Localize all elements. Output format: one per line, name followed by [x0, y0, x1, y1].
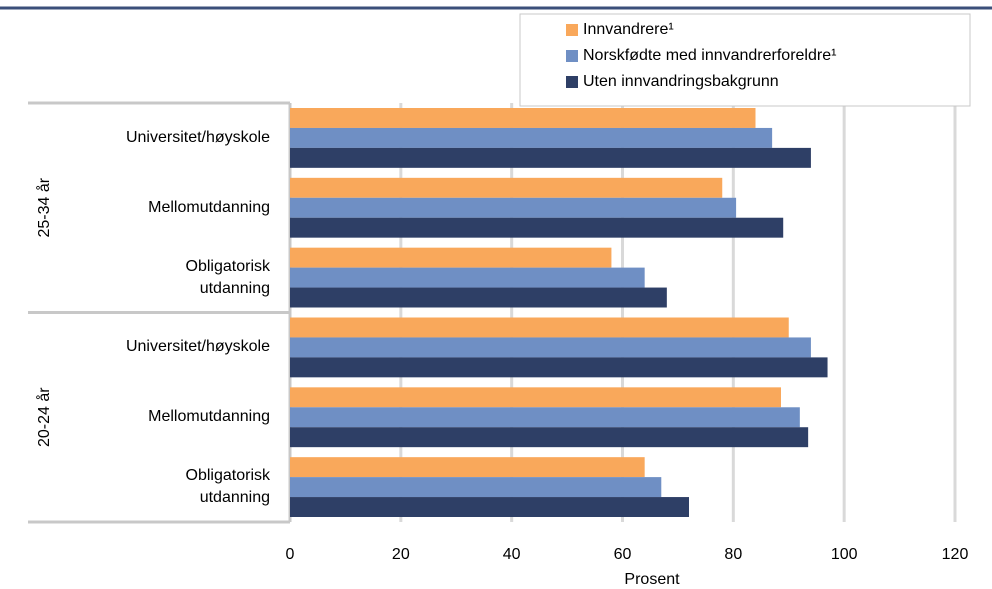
bar — [290, 267, 645, 288]
x-axis-label: Prosent — [624, 571, 680, 588]
x-tick-label: 40 — [503, 546, 521, 563]
legend-swatch — [566, 50, 578, 62]
bars — [290, 108, 828, 517]
bar — [290, 387, 781, 408]
category-label: Universitet/høyskole — [125, 128, 270, 146]
category-label: Universitet/høyskole — [125, 338, 270, 356]
group-label: 25-34 år — [35, 177, 53, 237]
legend-label: Uten innvandringsbakgrunn — [583, 73, 779, 90]
category-label: Mellomutdanning — [148, 408, 270, 426]
legend-label: Innvandrere¹ — [583, 21, 674, 38]
legend-swatch — [566, 76, 578, 88]
category-label: Obligatorisk utdanning — [185, 467, 270, 507]
bar — [290, 457, 645, 478]
legend-box — [519, 13, 971, 107]
bar — [290, 287, 667, 308]
bar — [290, 197, 737, 218]
legend: Innvandrere¹ Norskfødte med innvandrerfor… — [519, 13, 971, 107]
legend-label: Norskfødte med innvandrerforeldre¹ — [583, 47, 836, 64]
frame — [28, 101, 292, 524]
legend-swatch — [566, 24, 578, 36]
category-label: Mellomutdanning — [148, 198, 270, 216]
x-tick-label: 80 — [724, 546, 742, 563]
x-tick-label: 20 — [392, 546, 410, 563]
bar — [290, 217, 784, 238]
bar — [290, 427, 809, 448]
x-tick-label: 100 — [831, 546, 858, 563]
bar — [290, 357, 828, 378]
bar — [290, 497, 689, 517]
group-label: 20-24 år — [35, 387, 53, 447]
x-tick-label: 60 — [614, 546, 632, 563]
bar — [290, 407, 800, 428]
bar — [290, 177, 723, 198]
bar — [290, 247, 612, 268]
bar — [290, 317, 789, 338]
bar — [290, 108, 756, 128]
bar — [290, 147, 811, 168]
x-tick-label: 0 — [286, 546, 295, 563]
bar — [290, 477, 662, 498]
category-label: Obligatorisk utdanning — [185, 257, 270, 297]
x-tick-label: 120 — [942, 546, 969, 563]
bar — [290, 127, 773, 148]
bar — [290, 337, 811, 358]
